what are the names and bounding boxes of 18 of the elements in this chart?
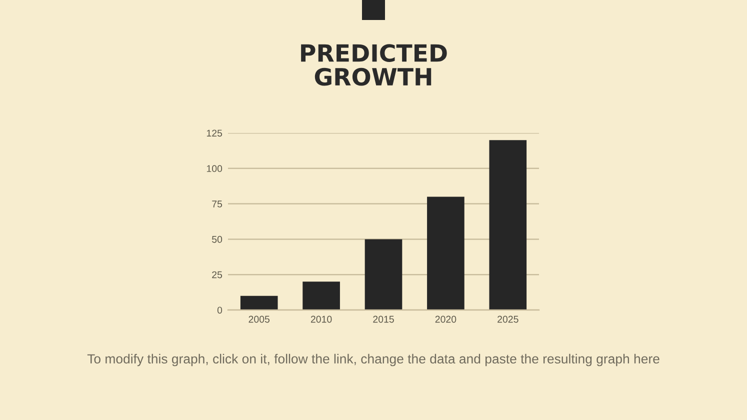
bar [364,239,402,310]
y-tick-label: 0 [217,306,222,314]
bar [427,196,464,310]
x-tick-label: 2005 [248,316,270,323]
y-tick-label: 75 [212,200,222,208]
y-tick-label: 100 [206,165,222,172]
bar [240,296,278,310]
x-tick-label: 2010 [310,316,332,323]
y-tick-label: 25 [212,271,222,278]
bar [489,140,527,310]
bar [302,282,340,310]
x-tick-label: 2025 [498,316,518,323]
y-tick-label: 50 [212,236,222,243]
text: To modify this graph, click on it, follow the link, change the data and paste the resulting graph here [87,354,660,366]
y-tick-label: 125 [206,130,222,137]
x-tick-label: 2020 [435,316,456,323]
chart-title: PREDICTED GROWTH [301,44,447,86]
x-tick-label: 2015 [373,316,394,323]
